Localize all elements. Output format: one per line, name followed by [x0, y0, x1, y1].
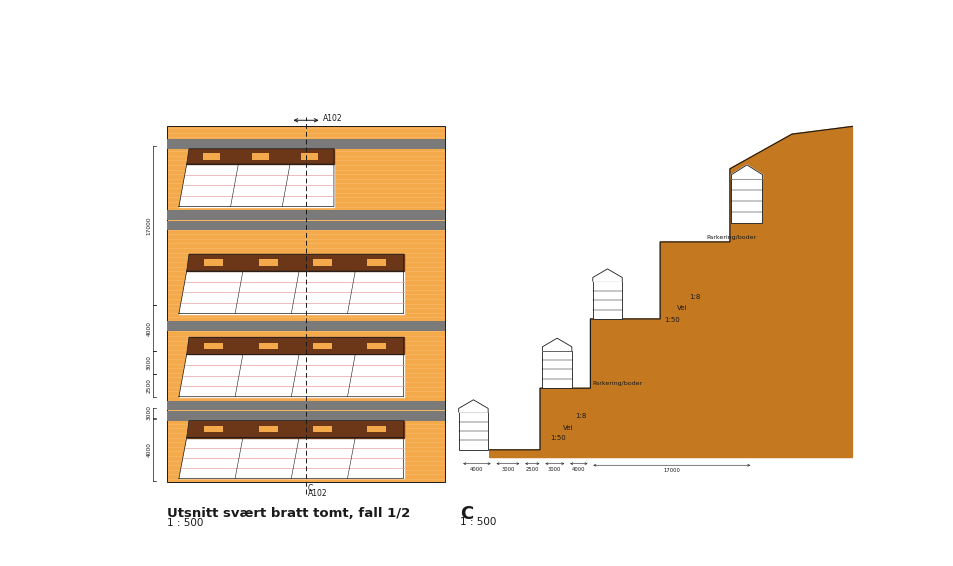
Bar — [258, 259, 277, 266]
Polygon shape — [187, 337, 403, 354]
Bar — [204, 426, 223, 432]
Text: 4000: 4000 — [147, 321, 152, 336]
Text: A102: A102 — [307, 489, 327, 498]
Polygon shape — [187, 421, 403, 438]
Bar — [167, 411, 444, 421]
Text: 1:8: 1:8 — [575, 413, 586, 419]
Bar — [367, 426, 386, 432]
Bar — [367, 259, 386, 266]
Bar — [542, 350, 571, 388]
Polygon shape — [187, 254, 403, 271]
Text: 2500: 2500 — [525, 467, 538, 472]
Polygon shape — [542, 338, 571, 350]
Bar — [367, 342, 386, 349]
Polygon shape — [179, 271, 403, 314]
Bar — [167, 211, 444, 220]
Text: 3000: 3000 — [147, 405, 152, 421]
Text: 4000: 4000 — [147, 443, 152, 457]
Text: 17000: 17000 — [147, 216, 152, 235]
Text: 3000: 3000 — [147, 355, 152, 370]
Bar — [204, 342, 223, 349]
Bar — [204, 259, 223, 266]
Bar — [202, 153, 219, 160]
Text: 4000: 4000 — [572, 467, 585, 472]
Bar — [258, 426, 277, 432]
Text: 1:8: 1:8 — [689, 294, 700, 299]
Bar — [313, 342, 332, 349]
Text: A102: A102 — [323, 114, 342, 123]
Bar — [167, 139, 444, 149]
Text: 2500: 2500 — [147, 379, 152, 393]
Text: 4000: 4000 — [470, 467, 483, 472]
Bar — [167, 221, 444, 230]
Bar — [167, 126, 444, 482]
Bar — [313, 259, 332, 266]
Bar — [731, 179, 761, 222]
Text: 1:50: 1:50 — [550, 435, 565, 440]
Bar — [592, 281, 621, 319]
Text: 1:50: 1:50 — [663, 317, 679, 323]
Text: Parkering/boder: Parkering/boder — [706, 235, 756, 239]
Text: Vei: Vei — [677, 305, 687, 311]
Bar — [300, 153, 317, 160]
Polygon shape — [592, 269, 621, 281]
Text: 3000: 3000 — [548, 467, 561, 472]
Text: 3000: 3000 — [500, 467, 514, 472]
Polygon shape — [489, 126, 852, 457]
Polygon shape — [179, 164, 334, 207]
Text: C: C — [307, 484, 313, 493]
Text: 1 : 500: 1 : 500 — [459, 517, 497, 527]
Text: Utsnitt svært bratt tomt, fall 1/2: Utsnitt svært bratt tomt, fall 1/2 — [167, 507, 410, 520]
Polygon shape — [731, 165, 761, 179]
Text: 1 : 500: 1 : 500 — [167, 518, 203, 529]
Bar — [167, 321, 444, 331]
Bar — [167, 401, 444, 410]
Polygon shape — [179, 354, 403, 397]
Text: 4000: 4000 — [543, 415, 548, 431]
Text: Parkering/boder: Parkering/boder — [592, 381, 642, 386]
Bar — [313, 426, 332, 432]
Bar — [258, 342, 277, 349]
Bar — [458, 412, 488, 450]
Bar — [252, 153, 269, 160]
Polygon shape — [179, 438, 403, 478]
Polygon shape — [187, 149, 334, 164]
Text: 17000: 17000 — [662, 468, 679, 473]
Polygon shape — [458, 400, 488, 412]
Text: Vei: Vei — [562, 424, 573, 431]
Text: C: C — [459, 505, 473, 524]
